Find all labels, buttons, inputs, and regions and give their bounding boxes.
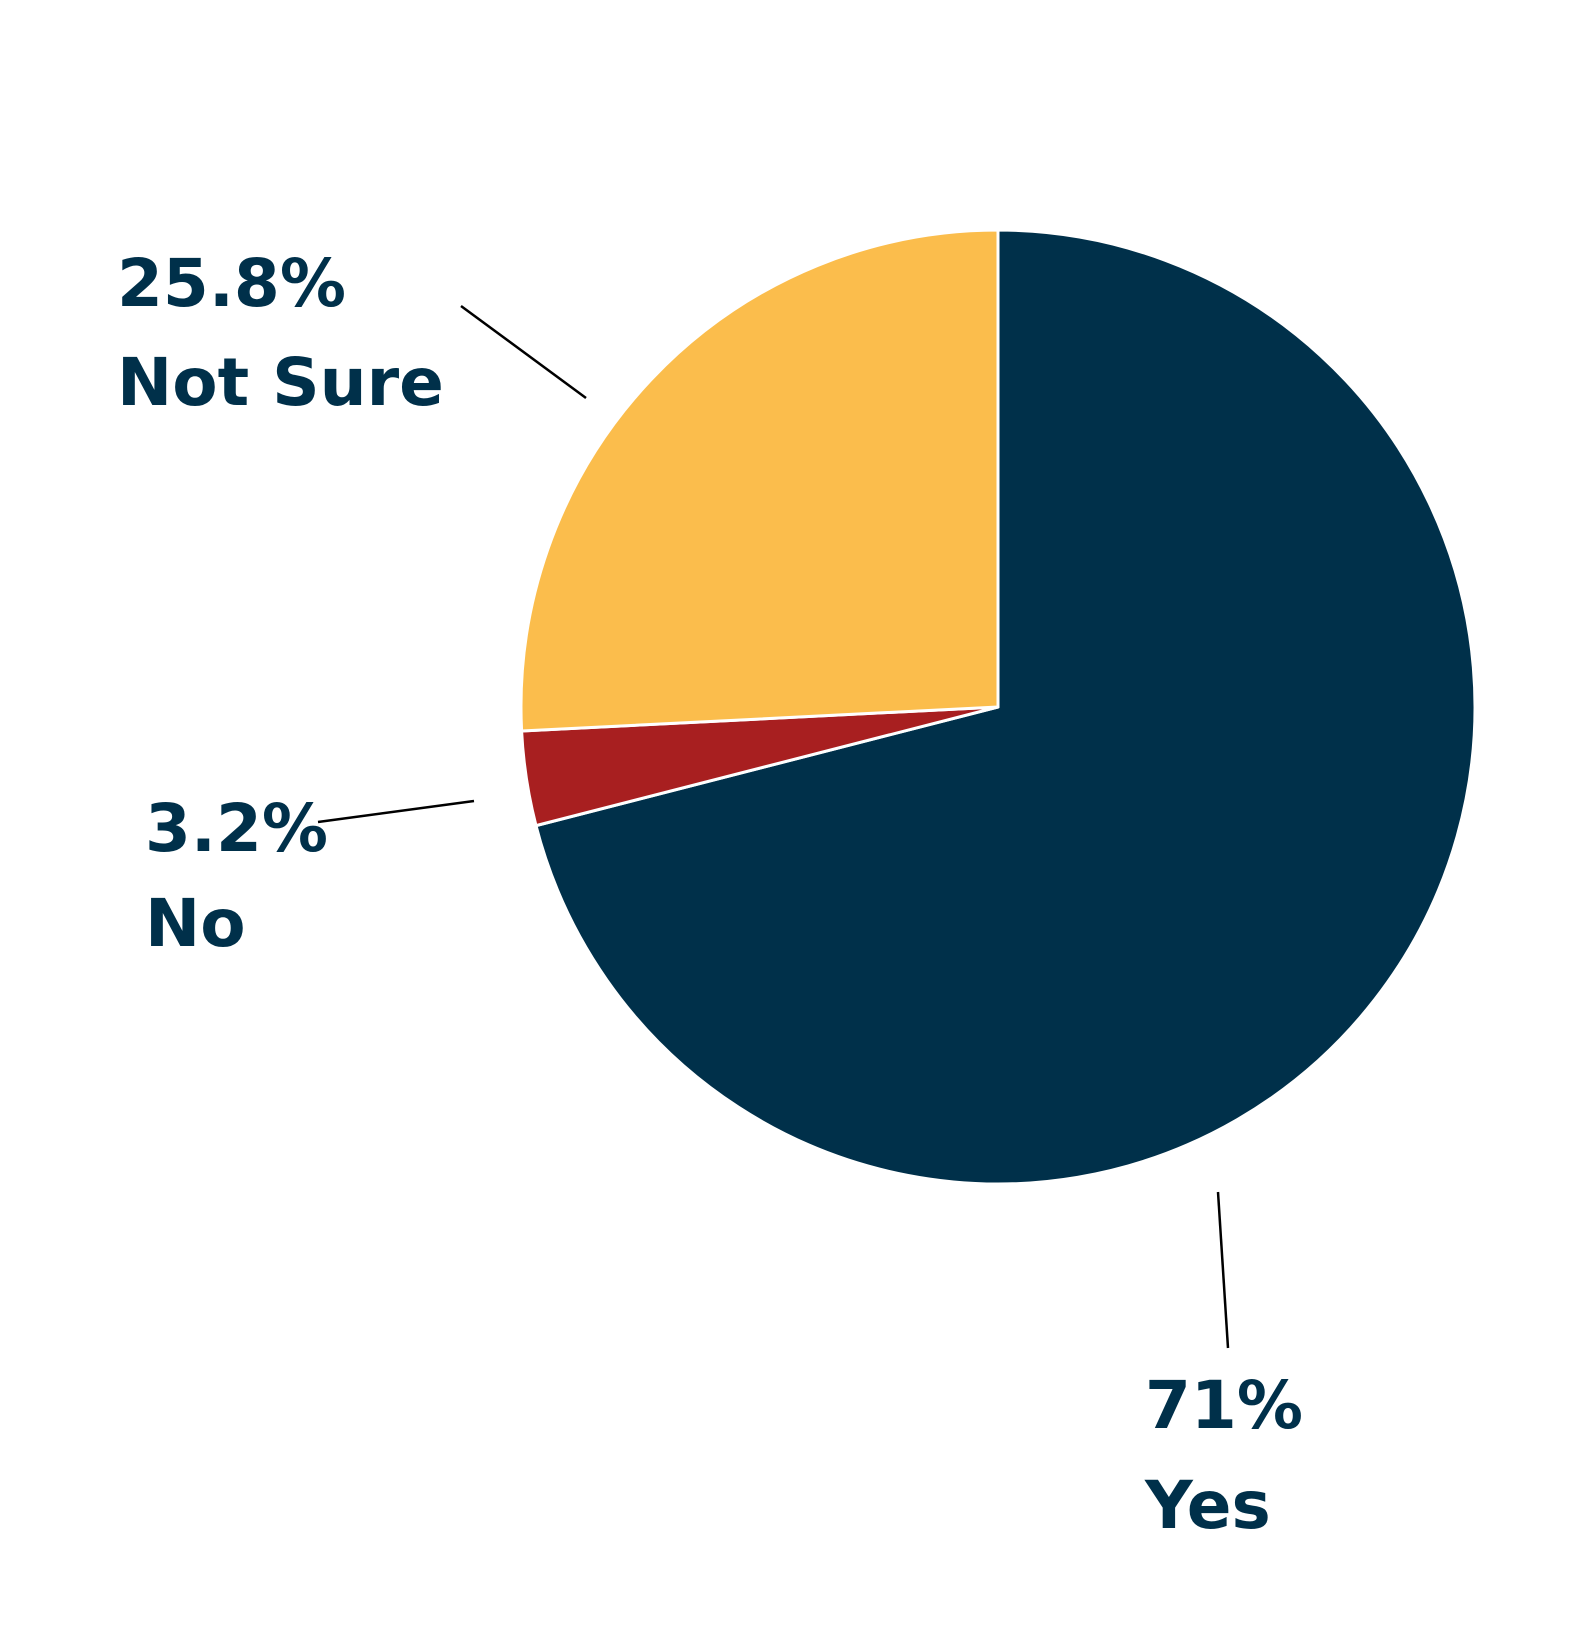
leader-line-yes <box>1216 1191 1230 1349</box>
slice-value-label-yes: 71% <box>1145 1367 1303 1444</box>
slice-name-label-not-sure: Not Sure <box>117 344 444 421</box>
slice-labels: 71% Yes 3.2% No 25.8% Not Sure <box>117 245 1303 1544</box>
slice-name-label-no: No <box>145 885 246 962</box>
slice-value-label-not-sure: 25.8% <box>117 245 346 322</box>
leader-line-not-sure <box>460 304 587 400</box>
leader-line-no <box>317 799 475 824</box>
leader-lines <box>317 304 1230 1349</box>
pie-slice-not-sure <box>519 228 1000 733</box>
slice-name-label-yes: Yes <box>1144 1467 1271 1544</box>
pie-slices <box>519 228 1477 1186</box>
slice-value-label-no: 3.2% <box>145 790 328 867</box>
pie-slice-yes <box>534 228 1477 1186</box>
